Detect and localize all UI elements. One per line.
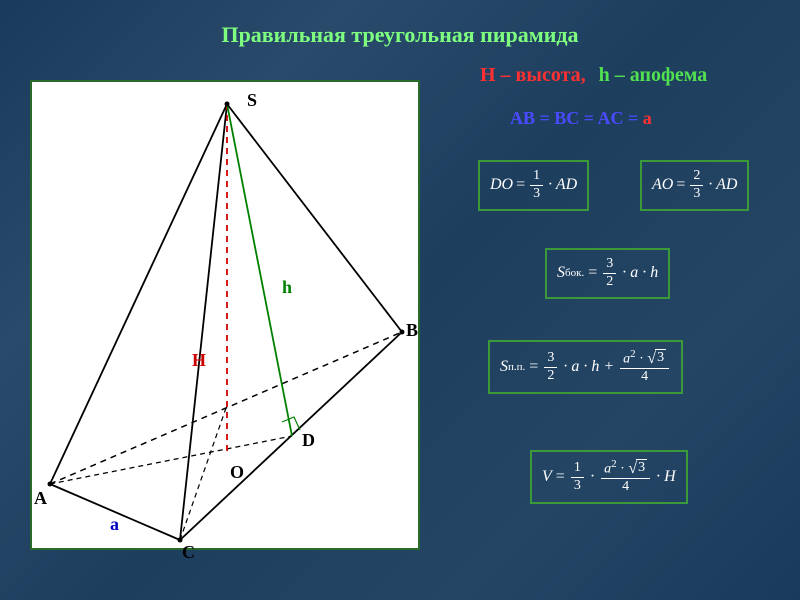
legend-h: h – апофема xyxy=(599,64,708,86)
f-V-d1: 3 xyxy=(571,478,584,495)
f-AO-num: 2 xyxy=(690,168,703,186)
f-V-suf: · H xyxy=(656,468,676,486)
label-H: H xyxy=(192,350,206,371)
f-V-n1: 1 xyxy=(571,460,584,478)
f-Sbok-suf: · a · h xyxy=(622,264,658,282)
f-AO-suf: · AD xyxy=(708,176,737,194)
edge-SA xyxy=(50,104,227,484)
label-B: B xyxy=(406,320,418,341)
label-O: O xyxy=(230,462,244,483)
label-h: h xyxy=(282,277,292,298)
f-Sbok-S: S xyxy=(557,264,565,282)
formula-AO: AO = 23 · AD xyxy=(640,160,749,211)
apothem-SD xyxy=(227,104,292,436)
dot-S xyxy=(225,102,230,107)
label-a: a xyxy=(110,514,119,535)
formula-Spn: Sп.п. = 32 · a · h + a2 · √3 4 xyxy=(488,340,683,394)
label-D: D xyxy=(302,430,315,451)
f-Spn-S: S xyxy=(500,358,508,376)
f-Sbok-den: 2 xyxy=(603,274,616,291)
f-AO-lhs: AO xyxy=(652,176,673,194)
f-DO-lhs: DO xyxy=(490,176,513,194)
f-Spn-mid: · a · h + xyxy=(563,358,614,376)
label-S: S xyxy=(247,90,257,111)
f-Spn-n1: 3 xyxy=(544,350,557,368)
dot-B xyxy=(400,330,405,335)
formula-Sbok: Sбок. = 32 · a · h xyxy=(545,248,670,299)
f-V-mid: · xyxy=(590,468,595,486)
eq-lhs: AB = BC = AC = xyxy=(510,108,643,128)
f-Spn-sub: п.п. xyxy=(508,361,525,373)
f-Sbok-sub: бок. xyxy=(565,267,584,279)
median-AD xyxy=(50,436,292,484)
f-V-d2: 4 xyxy=(619,479,632,496)
f-DO-suf: · AD xyxy=(548,176,577,194)
base-equation: AB = BC = AC = a xyxy=(510,108,652,129)
edge-SC xyxy=(180,104,227,540)
page-title: Правильная треугольная пирамида xyxy=(0,0,800,48)
legend-line: H – высота, h – апофема xyxy=(480,64,707,87)
f-DO-den: 3 xyxy=(530,186,543,203)
f-AO-den: 3 xyxy=(690,186,703,203)
pyramid-diagram: S A B C D O h H a xyxy=(30,80,420,550)
label-A: A xyxy=(34,488,47,509)
legend-H: H – высота, xyxy=(480,64,586,86)
edge-SB xyxy=(227,104,402,332)
f-DO-num: 1 xyxy=(530,168,543,186)
f-V-lhs: V xyxy=(542,468,552,486)
f-Spn-d2: 4 xyxy=(638,369,651,386)
f-Spn-d1: 2 xyxy=(544,368,557,385)
formula-DO: DO = 13 · AD xyxy=(478,160,589,211)
formula-V: V = 13 · a2 · √3 4 · H xyxy=(530,450,688,504)
f-Sbok-num: 3 xyxy=(603,256,616,274)
f-V-n2: a2 · √3 xyxy=(601,458,650,479)
dot-A xyxy=(48,482,53,487)
f-Spn-n2: a2 · √3 xyxy=(620,348,669,369)
label-C: C xyxy=(182,542,195,563)
eq-rhs: a xyxy=(643,108,652,128)
pyramid-svg xyxy=(32,82,422,552)
